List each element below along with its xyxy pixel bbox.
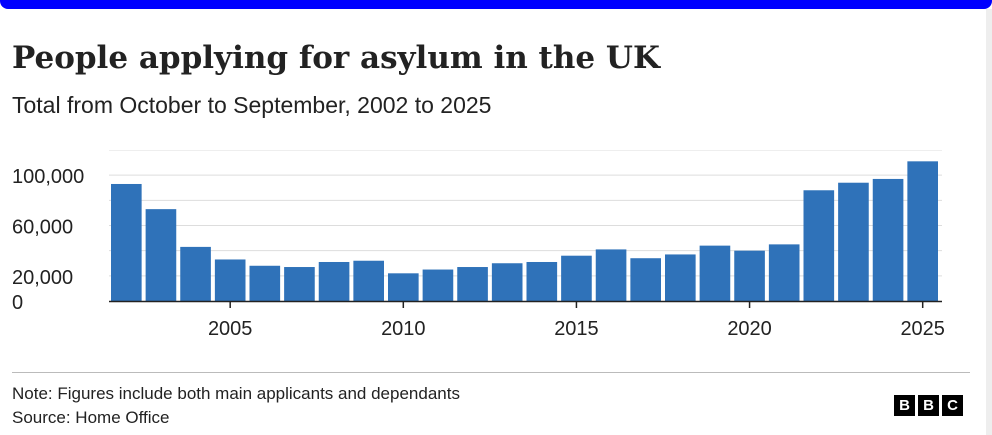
y-tick-label: 20,000: [12, 267, 73, 289]
logo-letter-b2: B: [918, 395, 939, 416]
y-tick-label: 100,000: [12, 166, 84, 188]
bbc-logo: B B C: [894, 395, 963, 416]
chart-title: People applying for asylum in the UK: [12, 40, 660, 76]
bar: [214, 259, 246, 301]
source-text: Source: Home Office: [12, 408, 170, 427]
bar: [872, 178, 904, 301]
x-tick-label: 2020: [727, 318, 772, 340]
footer-divider: [12, 372, 970, 373]
bar: [388, 273, 419, 301]
bar: [734, 250, 765, 301]
bar: [838, 182, 869, 301]
x-tick-label: 2015: [554, 318, 599, 340]
bar: [111, 183, 142, 301]
bar: [491, 263, 523, 301]
bar: [768, 244, 800, 301]
top-accent-bar: [0, 0, 992, 9]
y-tick-label: 0: [12, 292, 23, 314]
bar: [526, 261, 558, 301]
bar: [353, 260, 384, 301]
bar: [699, 245, 731, 301]
note-text: Note: Figures include both main applican…: [12, 384, 460, 403]
chart-subtitle: Total from October to September, 2002 to…: [12, 92, 492, 118]
x-axis-ticks: 2005 2010 2015 2020 2025: [208, 301, 945, 340]
y-tick-label: 60,000: [12, 217, 73, 239]
bars: [111, 161, 938, 301]
logo-letter-b1: B: [894, 395, 915, 416]
x-tick-label: 2010: [381, 318, 426, 340]
grid-layer: [109, 150, 942, 277]
x-tick-label: 2025: [900, 318, 945, 340]
bar: [180, 246, 211, 301]
bar: [630, 258, 661, 301]
bar: [561, 255, 592, 301]
bar: [457, 267, 488, 301]
bar: [318, 261, 350, 301]
bar: [803, 190, 835, 301]
bar: [284, 267, 315, 301]
right-edge-strip: [986, 9, 992, 435]
x-tick-label: 2005: [208, 318, 253, 340]
bar: [595, 249, 627, 301]
bar: [907, 161, 938, 301]
footer-notes: Note: Figures include both main applican…: [12, 382, 460, 430]
bar: [249, 265, 281, 301]
bar-chart: 0 20,000 60,000 100,000 2005 2010 2015 2020 202…: [12, 150, 945, 340]
y-axis-ticks: 0 20,000 60,000 100,000: [12, 166, 84, 314]
bar: [145, 209, 177, 301]
bar: [422, 269, 454, 301]
logo-letter-c: C: [942, 395, 963, 416]
bar: [665, 254, 696, 301]
